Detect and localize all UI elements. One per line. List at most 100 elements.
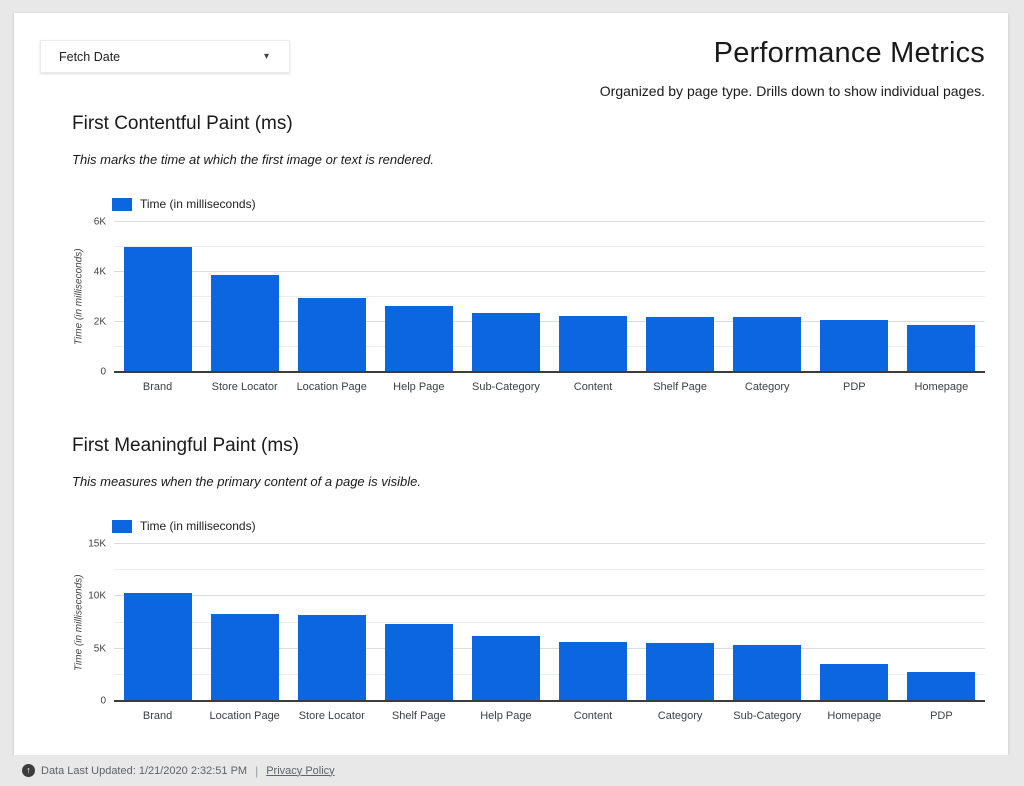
gridline-minor <box>114 621 985 623</box>
bar-shelf-page[interactable] <box>384 624 453 701</box>
x-category-label: Content <box>573 710 613 722</box>
bar-pdp[interactable] <box>907 672 976 701</box>
x-axis-baseline <box>114 371 985 373</box>
chart-first-meaningful-paint: First Meaningful Paint (ms) This measure… <box>72 435 985 722</box>
y-tick-label: 15K <box>88 538 106 550</box>
gridline-major <box>114 221 985 222</box>
bar-slot <box>114 222 201 372</box>
x-axis-labels: Brand Store Locator Location Page Help Page… <box>114 381 985 393</box>
bar-shelf-page[interactable] <box>646 317 715 372</box>
x-category-label: Shelf Page <box>653 381 708 393</box>
legend-label: Time (in milliseconds) <box>140 197 256 211</box>
up-arrow-circle-icon[interactable]: ↑ <box>22 764 35 777</box>
y-tick-label: 0 <box>100 366 106 378</box>
bar-pdp[interactable] <box>820 319 889 372</box>
x-category-label: Shelf Page <box>391 710 446 722</box>
gridline-minor <box>114 346 985 347</box>
gridline-major <box>114 595 985 597</box>
x-category-label: Store Locator <box>211 381 278 393</box>
chart-legend: Time (in milliseconds) <box>112 519 985 533</box>
bar-slot <box>114 544 201 701</box>
bar-slot <box>637 222 724 372</box>
y-tick-label: 6K <box>93 216 106 228</box>
x-category-label: Homepage <box>914 381 969 393</box>
bar-homepage[interactable] <box>820 664 889 701</box>
fetch-date-filter[interactable]: Fetch Date ▾ <box>40 40 290 73</box>
y-axis-ticks: 0 5K 10K 15K <box>86 539 114 707</box>
gridline-minor <box>114 296 985 297</box>
chart-title: First Contentful Paint (ms) <box>72 113 293 134</box>
bar-homepage[interactable] <box>907 324 976 372</box>
bar-slot <box>724 222 811 372</box>
x-category-label: Help Page <box>393 381 445 393</box>
bar-content[interactable] <box>559 642 627 701</box>
bar-slot <box>724 544 811 701</box>
gridline-major <box>114 647 985 649</box>
x-axis-baseline <box>114 700 985 702</box>
bar-slot <box>462 222 549 372</box>
y-tick-label: 5K <box>93 643 106 655</box>
bar-brand[interactable] <box>123 247 192 372</box>
bar-brand[interactable] <box>123 593 192 701</box>
bar-slot <box>375 544 462 701</box>
gridline-minor <box>114 673 985 675</box>
bar-slot <box>462 544 549 701</box>
chart-subtitle: This measures when the primary content o… <box>72 474 422 489</box>
chart-first-contentful-paint: First Contentful Paint (ms) This marks t… <box>72 113 985 393</box>
bar-sub-category[interactable] <box>733 645 802 701</box>
x-category-label: Content <box>573 381 613 393</box>
x-category-label: Homepage <box>827 710 882 722</box>
bars-container <box>114 222 985 372</box>
x-category-label: Location Page <box>296 381 367 393</box>
bar-slot <box>375 222 462 372</box>
bar-plot <box>114 543 985 702</box>
chevron-down-icon: ▾ <box>263 50 269 62</box>
bar-slot <box>549 544 636 701</box>
bar-slot <box>288 544 375 701</box>
footer-separator: | <box>255 763 259 778</box>
x-category-label: Sub-Category <box>471 381 540 393</box>
gridline-minor <box>114 246 985 247</box>
chart-subtitle: This marks the time at which the first i… <box>72 152 434 167</box>
bar-location-page[interactable] <box>210 614 279 701</box>
bar-plot <box>114 221 985 373</box>
y-axis-ticks: 0 2K 4K 6K <box>86 217 114 378</box>
legend-swatch <box>112 519 132 533</box>
privacy-policy-link[interactable]: Privacy Policy <box>266 764 335 777</box>
gridline-minor <box>114 569 985 571</box>
plot-area: Time (in milliseconds) 0 5K 10K 15K Brand Lo… <box>72 539 985 722</box>
x-category-label: Sub-Category <box>733 710 802 722</box>
bar-category[interactable] <box>733 317 802 372</box>
gridline-major <box>114 543 985 544</box>
gridline-major <box>114 271 985 272</box>
bars-container <box>114 544 985 701</box>
y-tick-label: 4K <box>93 266 106 278</box>
bar-location-page[interactable] <box>297 298 366 372</box>
x-category-label: PDP <box>930 710 953 722</box>
bar-slot <box>898 544 985 701</box>
y-axis-title: Time (in milliseconds) <box>73 574 85 671</box>
x-category-label: Category <box>744 381 790 393</box>
y-axis-title: Time (in milliseconds) <box>73 248 85 346</box>
bar-sub-category[interactable] <box>471 313 540 372</box>
bar-category[interactable] <box>646 643 715 701</box>
bar-content[interactable] <box>559 315 627 372</box>
chart-legend: Time (in milliseconds) <box>112 197 985 211</box>
bar-store-locator[interactable] <box>210 274 279 372</box>
x-category-label: Brand <box>142 710 173 722</box>
chart-title: First Meaningful Paint (ms) <box>72 435 300 456</box>
x-category-label: Location Page <box>209 710 280 722</box>
bar-slot <box>549 222 636 372</box>
x-category-label: Help Page <box>480 710 532 722</box>
page-title: Performance Metrics <box>713 37 985 69</box>
plot-area: Time (in milliseconds) 0 2K 4K 6K Brand Stor… <box>72 217 985 393</box>
bar-help-page[interactable] <box>471 635 540 701</box>
x-category-label: Category <box>657 710 703 722</box>
x-category-label: PDP <box>842 381 866 393</box>
bar-slot <box>811 544 898 701</box>
report-page: Fetch Date ▾ Performance Metrics Organiz… <box>14 13 1008 755</box>
x-category-label: Brand <box>142 381 173 393</box>
bar-store-locator[interactable] <box>297 615 366 701</box>
legend-label: Time (in milliseconds) <box>140 519 256 533</box>
bar-help-page[interactable] <box>384 305 453 372</box>
